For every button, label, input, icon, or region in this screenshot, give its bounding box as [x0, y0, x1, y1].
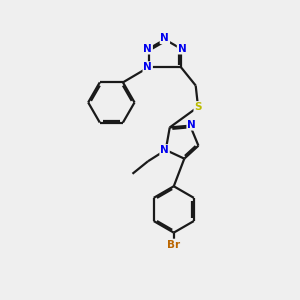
Text: N: N [187, 120, 196, 130]
Text: S: S [194, 102, 202, 112]
Text: Br: Br [167, 239, 180, 250]
Text: N: N [143, 62, 152, 72]
Text: N: N [160, 33, 169, 43]
Text: N: N [160, 145, 169, 155]
Text: N: N [143, 44, 152, 54]
Text: N: N [178, 44, 186, 54]
